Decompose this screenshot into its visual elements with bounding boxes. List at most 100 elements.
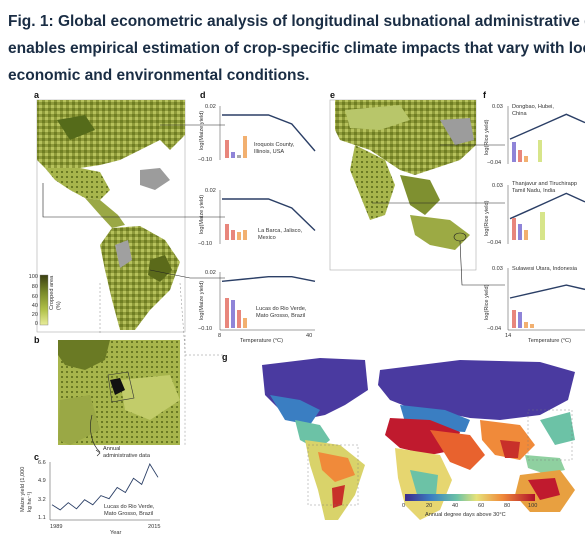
legend-a-tick-20: 20 — [31, 312, 38, 318]
bar-f1-2 — [518, 150, 522, 162]
c-xtick-1989: 1989 — [50, 524, 63, 530]
legend-g-tick-20: 20 — [426, 503, 433, 509]
panel-label-e: e — [330, 90, 336, 100]
panel-label-g: g — [222, 352, 228, 362]
figure-caption: Fig. 1: Global econometric analysis of l… — [8, 8, 585, 89]
legend-g-tick-100: 100 — [528, 503, 538, 509]
f-row3-location: Sulawesi Utara, Indonesia — [512, 266, 577, 272]
legend-a-tick-40: 40 — [31, 303, 38, 309]
legend-g-tick-80: 80 — [504, 503, 511, 509]
f-xtick-14: 14 — [505, 333, 512, 339]
f-row2-location: Thanjavur and Tiruchirapp Tamil Nadu, In… — [512, 181, 577, 194]
d-xtick-8: 8 — [218, 333, 222, 339]
d-row2-ylabel: log(Maize yield) — [199, 194, 205, 234]
d-row2-location: La Barca, Jalisco, Mexico — [258, 228, 303, 241]
bar-f3-4 — [530, 324, 534, 328]
bar-d3-1 — [225, 298, 229, 328]
bar-d3-4 — [243, 318, 247, 328]
f-row1-bottom: −0.04 — [487, 160, 502, 166]
line-d-row-2 — [222, 198, 316, 232]
legend-a-tick-0: 0 — [34, 321, 38, 327]
bar-f1-1 — [512, 142, 516, 162]
legend-g-tick-60: 60 — [478, 503, 485, 509]
panel-label-d: d — [200, 90, 206, 100]
line-d-row-3 — [221, 276, 316, 282]
bar-f1-4 — [538, 140, 542, 162]
d-row1-location: Iroquois County, Illinois, USA — [254, 142, 295, 155]
line-f-row-2 — [509, 192, 585, 220]
panel-c-plot — [49, 462, 160, 521]
bar-d2-1 — [225, 224, 229, 240]
c-ytick-1.1: 1.1 — [38, 515, 46, 521]
map-americas — [36, 99, 186, 333]
panel-d-row-2 — [219, 190, 316, 244]
caption-line-1: Fig. 1: Global econometric analysis of l… — [8, 13, 585, 30]
bar-f2-2 — [518, 224, 522, 240]
line-d-row-1 — [222, 114, 316, 152]
d-row1-top: 0.02 — [205, 104, 216, 110]
c-xtick-2015: 2015 — [148, 524, 161, 530]
legend-a-title: Cropped area (%) — [49, 275, 62, 310]
panel-label-c: c — [34, 452, 40, 462]
d-row1-bottom: −0.10 — [198, 157, 213, 163]
f-row2-bottom: −0.04 — [487, 240, 502, 246]
bar-d1-1 — [225, 140, 229, 158]
bar-f2-4 — [540, 212, 545, 240]
line-f-row-3 — [509, 284, 585, 299]
panel-f-row-1 — [507, 106, 585, 164]
bar-f2-1 — [512, 218, 516, 240]
c-ylabel: Maize yield (1,000 kg ha⁻¹) — [20, 466, 33, 512]
d-xlabel: Temperature (°C) — [240, 338, 283, 344]
panel-d-row-3 — [219, 272, 316, 331]
legend-a-tick-80: 80 — [31, 284, 38, 290]
line-maize-yield — [51, 463, 159, 511]
legend-degree-days — [405, 494, 535, 501]
bar-d2-4 — [243, 230, 247, 240]
bar-f2-3 — [524, 230, 528, 240]
caption-line-2: enables empirical estimation of crop-spe… — [8, 40, 585, 57]
f-row3-ylabel: log(Rice yield) — [484, 284, 490, 320]
d-xtick-40: 40 — [306, 333, 313, 339]
bar-d3-2 — [231, 300, 235, 328]
caption-line-3: economic and environmental conditions. — [8, 67, 310, 84]
legend-g-tick-0: 0 — [402, 503, 406, 509]
c-ytick-6.6: 6.6 — [38, 460, 46, 466]
panel-label-b: b — [34, 335, 40, 345]
panel-f-row-2 — [507, 185, 585, 244]
bar-d1-3 — [237, 155, 241, 158]
c-ytick-3.2: 3.2 — [38, 497, 46, 503]
f-row2-top: 0.03 — [492, 183, 503, 189]
map-municipality — [58, 340, 180, 457]
bar-d3-3 — [237, 310, 241, 328]
bar-d2-3 — [237, 232, 241, 240]
map-global-degree-days — [262, 358, 575, 520]
d-row3-location: Lucas do Rio Verde, Mato Grosso, Brazil — [256, 306, 307, 319]
guide-line-g — [184, 335, 225, 356]
panel-f-row-3 — [507, 268, 585, 331]
bar-f1-3 — [524, 156, 528, 162]
bar-f3-2 — [518, 312, 522, 328]
bar-f3-3 — [524, 322, 528, 328]
c-xlabel: Year — [110, 530, 122, 536]
legend-a-tick-100: 100 — [28, 274, 38, 280]
f-row1-ylabel: log(Rice yield) — [484, 119, 490, 155]
legend-cropped-area — [39, 274, 49, 326]
d-row3-top: 0.02 — [205, 270, 216, 276]
d-row1-ylabel: log(Maize yield) — [199, 110, 205, 150]
connector-lines-e — [372, 144, 505, 286]
legend-g-tick-40: 40 — [452, 503, 459, 509]
c-location: Lucas do Rio Verde, Mato Grosso, Brazil — [104, 504, 155, 517]
line-f-row-1 — [509, 113, 585, 140]
annual-data-annotation: Annual administrative data — [103, 446, 150, 459]
f-xlabel: Temperature (°C) — [528, 338, 571, 344]
legend-g-title: Annual degree days above 30°C — [425, 512, 506, 518]
bar-d1-4 — [243, 136, 247, 158]
panel-d-row-1 — [219, 106, 316, 160]
c-ytick-4.9: 4.9 — [38, 478, 46, 484]
zoom-guide-b — [99, 282, 186, 445]
bar-d1-2 — [231, 152, 235, 158]
d-row2-top: 0.02 — [205, 188, 216, 194]
f-row3-top: 0.03 — [492, 266, 503, 272]
panel-label-f: f — [483, 90, 486, 100]
